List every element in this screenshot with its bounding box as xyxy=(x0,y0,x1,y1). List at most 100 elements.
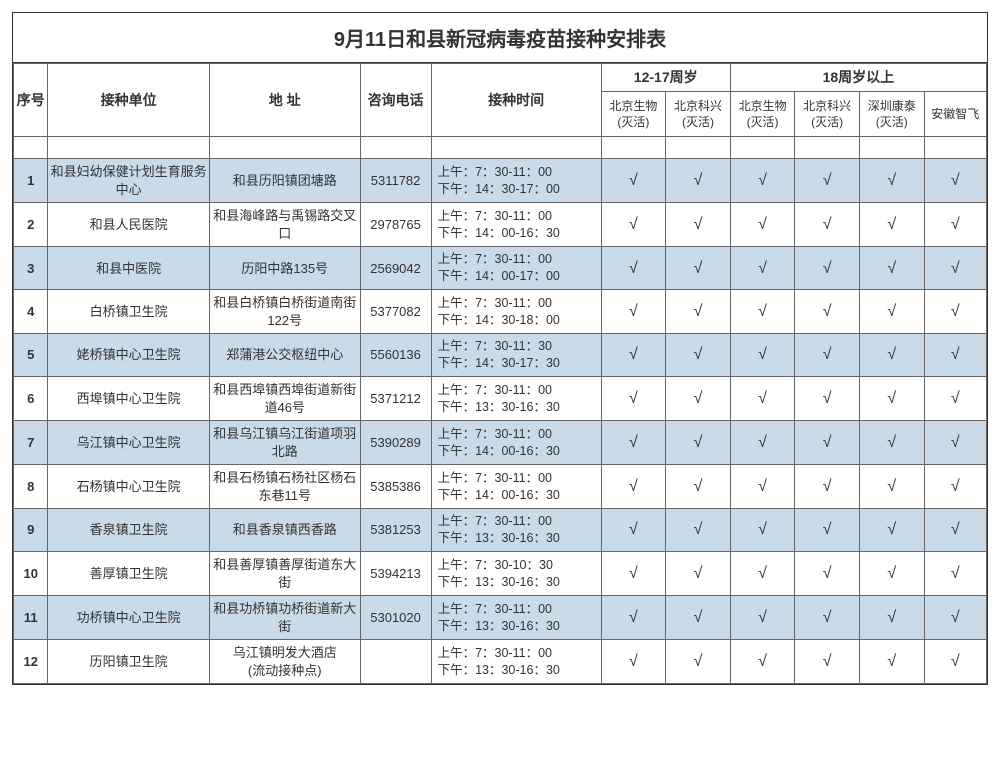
cell-unit: 白桥镇卫生院 xyxy=(48,290,209,334)
cell-vaccine-0: √ xyxy=(601,465,666,509)
cell-vaccine-5: √ xyxy=(924,290,986,334)
table-row: 9香泉镇卫生院和县香泉镇西香路5381253上午：7：30-11：00 下午：1… xyxy=(14,509,987,552)
cell-tel: 5371212 xyxy=(360,377,431,421)
cell-unit: 石杨镇中心卫生院 xyxy=(48,465,209,509)
cell-time: 上午：7：30-11：00 下午：13：30-16：30 xyxy=(431,640,601,684)
cell-addr: 和县西埠镇西埠街道新街道46号 xyxy=(209,377,360,421)
cell-addr: 和县历阳镇团塘路 xyxy=(209,159,360,203)
cell-vaccine-1: √ xyxy=(666,334,731,377)
cell-addr: 和县功桥镇功桥街道新大街 xyxy=(209,596,360,640)
cell-vaccine-5: √ xyxy=(924,203,986,247)
cell-time: 上午：7：30-11：00 下午：13：30-16：30 xyxy=(431,596,601,640)
cell-vaccine-0: √ xyxy=(601,203,666,247)
cell-seq: 1 xyxy=(14,159,48,203)
cell-vaccine-2: √ xyxy=(730,159,795,203)
cell-time: 上午：7：30-11：00 下午：14：00-16：30 xyxy=(431,421,601,465)
schedule-table: 序号 接种单位 地 址 咨询电话 接种时间 12-17周岁 18周岁以上 北京生… xyxy=(13,63,987,684)
cell-unit: 香泉镇卫生院 xyxy=(48,509,209,552)
cell-vaccine-5: √ xyxy=(924,421,986,465)
cell-time: 上午：7：30-11：30 下午：14：30-17：30 xyxy=(431,334,601,377)
col-bj-kexing-b: 北京科兴 (灭活) xyxy=(795,91,860,136)
cell-vaccine-2: √ xyxy=(730,421,795,465)
cell-vaccine-5: √ xyxy=(924,334,986,377)
cell-vaccine-4: √ xyxy=(859,290,924,334)
cell-seq: 4 xyxy=(14,290,48,334)
cell-vaccine-3: √ xyxy=(795,290,860,334)
cell-seq: 11 xyxy=(14,596,48,640)
cell-vaccine-5: √ xyxy=(924,552,986,596)
cell-vaccine-4: √ xyxy=(859,465,924,509)
cell-vaccine-4: √ xyxy=(859,159,924,203)
blank-header-row xyxy=(14,137,987,159)
cell-vaccine-2: √ xyxy=(730,596,795,640)
cell-vaccine-3: √ xyxy=(795,640,860,684)
cell-vaccine-3: √ xyxy=(795,596,860,640)
cell-seq: 8 xyxy=(14,465,48,509)
col-ah-zhifei: 安徽智飞 xyxy=(924,91,986,136)
cell-vaccine-4: √ xyxy=(859,247,924,290)
cell-seq: 12 xyxy=(14,640,48,684)
cell-vaccine-2: √ xyxy=(730,509,795,552)
cell-tel: 5560136 xyxy=(360,334,431,377)
cell-vaccine-2: √ xyxy=(730,334,795,377)
cell-vaccine-1: √ xyxy=(666,640,731,684)
sheet-title: 9月11日和县新冠病毒疫苗接种安排表 xyxy=(13,13,987,63)
cell-addr: 和县善厚镇善厚街道东大街 xyxy=(209,552,360,596)
cell-vaccine-3: √ xyxy=(795,509,860,552)
cell-vaccine-1: √ xyxy=(666,465,731,509)
cell-vaccine-5: √ xyxy=(924,377,986,421)
cell-vaccine-3: √ xyxy=(795,203,860,247)
cell-vaccine-2: √ xyxy=(730,465,795,509)
cell-time: 上午：7：30-11：00 下午：14：30-18：00 xyxy=(431,290,601,334)
cell-tel: 5381253 xyxy=(360,509,431,552)
cell-vaccine-5: √ xyxy=(924,640,986,684)
cell-time: 上午：7：30-10：30 下午：13：30-16：30 xyxy=(431,552,601,596)
col-bj-shengwu-b: 北京生物 (灭活) xyxy=(730,91,795,136)
cell-vaccine-2: √ xyxy=(730,640,795,684)
table-row: 3和县中医院历阳中路135号2569042上午：7：30-11：00 下午：14… xyxy=(14,247,987,290)
col-time: 接种时间 xyxy=(431,64,601,137)
table-row: 1和县妇幼保健计划生育服务中心和县历阳镇团塘路5311782上午：7：30-11… xyxy=(14,159,987,203)
cell-unit: 和县妇幼保健计划生育服务中心 xyxy=(48,159,209,203)
cell-vaccine-1: √ xyxy=(666,421,731,465)
cell-unit: 和县人民医院 xyxy=(48,203,209,247)
table-row: 8石杨镇中心卫生院和县石杨镇石杨社区杨石东巷11号5385386上午：7：30-… xyxy=(14,465,987,509)
cell-time: 上午：7：30-11：00 下午：14：00-17：00 xyxy=(431,247,601,290)
cell-unit: 功桥镇中心卫生院 xyxy=(48,596,209,640)
table-row: 10善厚镇卫生院和县善厚镇善厚街道东大街5394213上午：7：30-10：30… xyxy=(14,552,987,596)
cell-vaccine-1: √ xyxy=(666,247,731,290)
schedule-sheet: 9月11日和县新冠病毒疫苗接种安排表 序号 接种单位 地 址 咨询电话 接种时间… xyxy=(12,12,988,685)
cell-vaccine-0: √ xyxy=(601,596,666,640)
table-row: 7乌江镇中心卫生院和县乌江镇乌江街道项羽北路5390289上午：7：30-11：… xyxy=(14,421,987,465)
cell-time: 上午：7：30-11：00 下午：14：30-17：00 xyxy=(431,159,601,203)
cell-tel: 5301020 xyxy=(360,596,431,640)
cell-unit: 姥桥镇中心卫生院 xyxy=(48,334,209,377)
cell-vaccine-2: √ xyxy=(730,290,795,334)
cell-vaccine-1: √ xyxy=(666,203,731,247)
cell-seq: 5 xyxy=(14,334,48,377)
col-addr: 地 址 xyxy=(209,64,360,137)
col-seq: 序号 xyxy=(14,64,48,137)
cell-unit: 历阳镇卫生院 xyxy=(48,640,209,684)
cell-tel: 2569042 xyxy=(360,247,431,290)
cell-vaccine-5: √ xyxy=(924,159,986,203)
cell-vaccine-5: √ xyxy=(924,465,986,509)
cell-vaccine-0: √ xyxy=(601,640,666,684)
cell-tel: 2978765 xyxy=(360,203,431,247)
cell-vaccine-3: √ xyxy=(795,421,860,465)
cell-seq: 9 xyxy=(14,509,48,552)
cell-vaccine-1: √ xyxy=(666,159,731,203)
cell-seq: 2 xyxy=(14,203,48,247)
cell-unit: 乌江镇中心卫生院 xyxy=(48,421,209,465)
cell-tel: 5385386 xyxy=(360,465,431,509)
col-bj-shengwu-a: 北京生物 (灭活) xyxy=(601,91,666,136)
cell-addr: 和县石杨镇石杨社区杨石东巷11号 xyxy=(209,465,360,509)
cell-vaccine-3: √ xyxy=(795,465,860,509)
cell-addr: 和县海峰路与禹锡路交叉口 xyxy=(209,203,360,247)
cell-vaccine-2: √ xyxy=(730,377,795,421)
col-tel: 咨询电话 xyxy=(360,64,431,137)
cell-vaccine-0: √ xyxy=(601,377,666,421)
col-sz-kangtai: 深圳康泰 (灭活) xyxy=(859,91,924,136)
cell-addr: 郑蒲港公交枢纽中心 xyxy=(209,334,360,377)
cell-vaccine-2: √ xyxy=(730,552,795,596)
